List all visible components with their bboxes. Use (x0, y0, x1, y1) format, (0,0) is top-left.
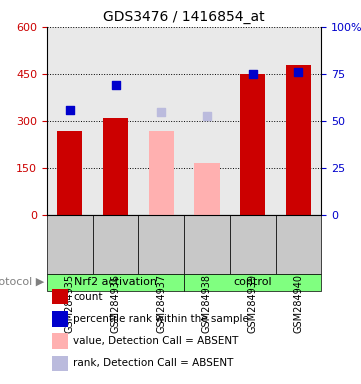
Bar (52, 356, 68, 371)
Text: GSM284937: GSM284937 (156, 274, 166, 333)
Point (67, 107, 73, 113)
Point (204, 113, 210, 119)
Text: count: count (73, 292, 103, 302)
Bar (184, 27, 230, 215)
Bar (240, 74, 265, 215)
Text: GSM284939: GSM284939 (248, 274, 258, 333)
Text: GSM284938: GSM284938 (202, 274, 212, 333)
Bar (52, 289, 68, 305)
Bar (286, 65, 311, 215)
Bar (52, 311, 68, 327)
Bar (149, 131, 174, 215)
Bar (52, 333, 68, 349)
Title: GDS3476 / 1416854_at: GDS3476 / 1416854_at (103, 10, 265, 25)
Text: value, Detection Call = ABSENT: value, Detection Call = ABSENT (73, 336, 238, 346)
Bar (184, 274, 321, 291)
Bar (184, 215, 230, 274)
Bar (138, 27, 184, 215)
Bar (230, 215, 275, 274)
Bar (103, 118, 128, 215)
Bar (138, 215, 184, 274)
Bar (93, 215, 138, 274)
Text: protocol ▶: protocol ▶ (0, 277, 45, 287)
Bar (93, 27, 138, 215)
Text: GSM284940: GSM284940 (293, 274, 304, 333)
Point (250, 71, 256, 77)
Text: percentile rank within the sample: percentile rank within the sample (73, 314, 249, 324)
Bar (275, 215, 321, 274)
Point (158, 109, 164, 115)
Bar (275, 27, 321, 215)
Bar (47, 215, 93, 274)
Bar (47, 27, 93, 215)
Bar (47, 274, 184, 291)
Text: GSM284936: GSM284936 (110, 274, 121, 333)
Text: control: control (234, 277, 272, 287)
Point (113, 82, 118, 88)
Text: rank, Detection Call = ABSENT: rank, Detection Call = ABSENT (73, 359, 233, 369)
Bar (57, 131, 82, 215)
Bar (230, 27, 275, 215)
Bar (195, 164, 219, 215)
Text: GSM284935: GSM284935 (65, 274, 75, 333)
Point (296, 70, 301, 76)
Text: Nrf2 activation: Nrf2 activation (74, 277, 157, 287)
